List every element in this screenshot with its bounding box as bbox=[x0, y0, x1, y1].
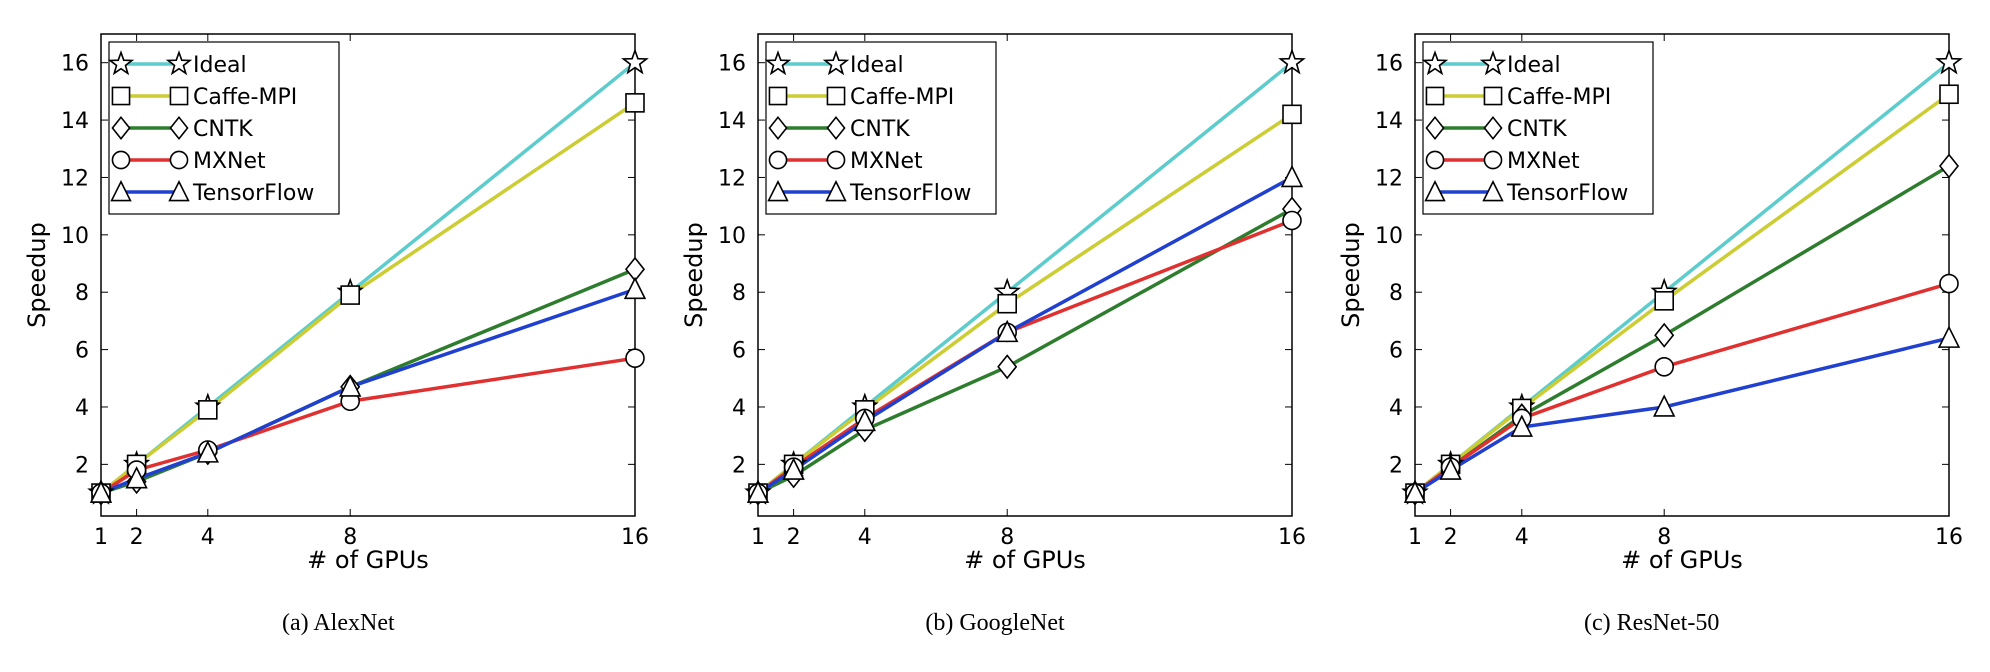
legend-label-Ideal: Ideal bbox=[850, 53, 904, 78]
svg-text:12: 12 bbox=[718, 166, 746, 191]
svg-text:4: 4 bbox=[201, 525, 215, 550]
legend-label-Caffe-MPI: Caffe-MPI bbox=[193, 85, 297, 110]
svg-text:10: 10 bbox=[718, 224, 746, 249]
legend-label-MXNet: MXNet bbox=[193, 149, 266, 174]
svg-text:16: 16 bbox=[621, 525, 649, 550]
series-markers-MXNet bbox=[1406, 275, 1958, 502]
svg-text:4: 4 bbox=[858, 525, 872, 550]
legend-label-Caffe-MPI: Caffe-MPI bbox=[1507, 85, 1611, 110]
svg-text:10: 10 bbox=[61, 224, 89, 249]
legend-label-Caffe-MPI: Caffe-MPI bbox=[850, 85, 954, 110]
series-line-TensorFlow bbox=[101, 289, 635, 493]
svg-text:6: 6 bbox=[1389, 339, 1403, 364]
svg-text:2: 2 bbox=[75, 453, 89, 478]
legend-label-TensorFlow: TensorFlow bbox=[192, 181, 314, 206]
svg-text:8: 8 bbox=[732, 281, 746, 306]
caption-resnet50: (c) ResNet-50 bbox=[1584, 610, 1719, 637]
svg-text:Speedup: Speedup bbox=[680, 222, 708, 328]
panel-alexnet: 124816246810121416# of GPUsSpeedupIdealC… bbox=[20, 20, 657, 637]
series-markers-CNTK bbox=[749, 198, 1301, 505]
svg-text:1: 1 bbox=[751, 525, 765, 550]
svg-text:16: 16 bbox=[1935, 525, 1963, 550]
svg-text:14: 14 bbox=[1375, 109, 1403, 134]
svg-text:6: 6 bbox=[732, 339, 746, 364]
svg-text:14: 14 bbox=[61, 109, 89, 134]
series-markers-TensorFlow bbox=[91, 279, 645, 503]
svg-text:8: 8 bbox=[75, 281, 89, 306]
svg-text:# of GPUs: # of GPUs bbox=[964, 546, 1086, 574]
svg-text:2: 2 bbox=[732, 453, 746, 478]
legend-label-CNTK: CNTK bbox=[850, 117, 910, 142]
svg-text:4: 4 bbox=[75, 396, 89, 421]
svg-text:16: 16 bbox=[61, 52, 89, 77]
svg-text:16: 16 bbox=[718, 52, 746, 77]
figure-row: 124816246810121416# of GPUsSpeedupIdealC… bbox=[20, 20, 1970, 637]
series-markers-TensorFlow bbox=[1405, 327, 1959, 502]
legend-label-MXNet: MXNet bbox=[1507, 149, 1580, 174]
svg-text:8: 8 bbox=[1389, 281, 1403, 306]
svg-text:12: 12 bbox=[1375, 166, 1403, 191]
svg-text:1: 1 bbox=[94, 525, 108, 550]
caption-googlenet: (b) GoogleNet bbox=[925, 610, 1064, 637]
legend-label-TensorFlow: TensorFlow bbox=[1506, 181, 1628, 206]
legend-label-Ideal: Ideal bbox=[193, 53, 247, 78]
series-markers-MXNet bbox=[92, 349, 644, 502]
svg-text:14: 14 bbox=[718, 109, 746, 134]
svg-text:6: 6 bbox=[75, 339, 89, 364]
svg-text:16: 16 bbox=[1375, 52, 1403, 77]
svg-text:16: 16 bbox=[1278, 525, 1306, 550]
svg-text:2: 2 bbox=[1389, 453, 1403, 478]
legend-label-MXNet: MXNet bbox=[850, 149, 923, 174]
caption-alexnet: (a) AlexNet bbox=[282, 610, 395, 637]
svg-text:10: 10 bbox=[1375, 224, 1403, 249]
chart-alexnet: 124816246810121416# of GPUsSpeedupIdealC… bbox=[23, 20, 653, 580]
svg-text:2: 2 bbox=[1443, 525, 1457, 550]
svg-text:# of GPUs: # of GPUs bbox=[308, 546, 430, 574]
chart-googlenet: 124816246810121416# of GPUsSpeedupIdealC… bbox=[680, 20, 1310, 580]
svg-text:Speedup: Speedup bbox=[1337, 222, 1365, 328]
chart-resnet50: 124816246810121416# of GPUsSpeedupIdealC… bbox=[1337, 20, 1967, 580]
svg-text:2: 2 bbox=[130, 525, 144, 550]
legend-label-Ideal: Ideal bbox=[1507, 53, 1561, 78]
svg-text:2: 2 bbox=[787, 525, 801, 550]
svg-text:4: 4 bbox=[1389, 396, 1403, 421]
legend-label-CNTK: CNTK bbox=[193, 117, 253, 142]
panel-googlenet: 124816246810121416# of GPUsSpeedupIdealC… bbox=[677, 20, 1314, 637]
legend-label-TensorFlow: TensorFlow bbox=[849, 181, 971, 206]
svg-text:# of GPUs: # of GPUs bbox=[1621, 546, 1743, 574]
svg-text:Speedup: Speedup bbox=[23, 222, 51, 328]
panel-resnet50: 124816246810121416# of GPUsSpeedupIdealC… bbox=[1333, 20, 1970, 637]
svg-text:12: 12 bbox=[61, 166, 89, 191]
svg-text:1: 1 bbox=[1408, 525, 1422, 550]
legend-label-CNTK: CNTK bbox=[1507, 117, 1567, 142]
svg-text:4: 4 bbox=[732, 396, 746, 421]
series-line-MXNet bbox=[1415, 284, 1949, 493]
svg-text:4: 4 bbox=[1514, 525, 1528, 550]
